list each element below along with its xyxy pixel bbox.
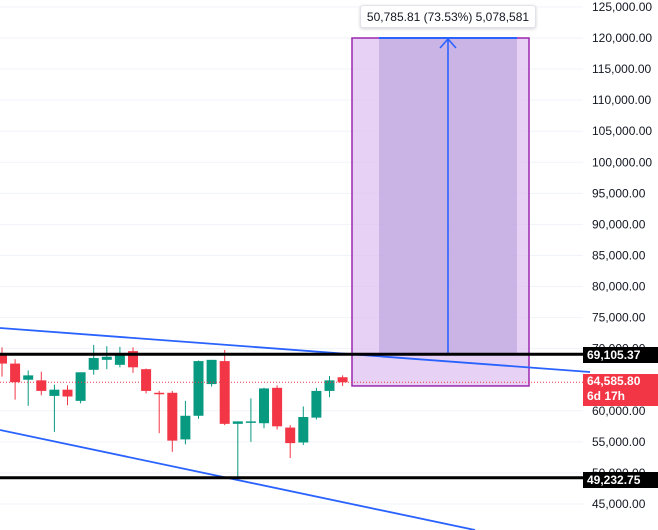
y-tick-label: 95,000.00 [592,186,646,200]
candle-body [232,421,243,424]
candle-body [62,389,73,397]
candle-body [259,388,269,424]
candle-body [311,390,322,418]
candle-body [128,351,138,368]
y-tick-label: 45,000.00 [592,497,646,511]
current-price-value: 64,585.80 [587,374,641,388]
y-tick-label: 80,000.00 [592,280,646,294]
candle-body [324,380,335,391]
y-tick-label: 120,000.00 [592,31,652,45]
projection-box[interactable] [351,37,530,387]
y-tick-label: 105,000.00 [592,124,652,138]
candle-body [219,361,230,424]
y-tick-label: 60,000.00 [592,404,646,418]
y-tick-label: 90,000.00 [592,217,646,231]
y-tick-label: 115,000.00 [592,62,651,76]
channel-lines[interactable] [0,327,591,530]
current-price-label: 64,585.80 6d 17h [583,374,658,406]
candle-body [285,427,296,444]
candle-body [141,369,152,391]
candle-body [206,359,217,385]
candle-body [167,392,178,441]
candle-body [114,353,125,365]
resistance-price-label: 69,105.37 [583,347,658,363]
candle-body [180,415,191,440]
y-tick-label: 55,000.00 [592,435,646,449]
lower-channel-line [0,429,476,530]
upper-channel-line [0,327,591,373]
candle-body [88,357,99,370]
candle-body [49,389,60,396]
candle-body [101,356,112,360]
horizontal-levels[interactable] [0,352,583,480]
candle-body [36,380,47,391]
candles [0,344,348,478]
candle-body [337,377,348,383]
candle-body [23,375,34,380]
candle-body [154,392,165,395]
y-tick-label: 85,000.00 [592,248,646,262]
support-price-label: 49,232.75 [583,472,658,488]
candle-body [75,372,86,401]
y-tick-label: 75,000.00 [592,311,646,325]
y-tick-label: 100,000.00 [592,155,652,169]
countdown-value: 6d 17h [587,389,626,403]
y-tick-label: 125,000.00 [592,0,652,14]
projection-tooltip: 50,785.81 (73.53%) 5,078,581 [360,5,536,28]
y-axis-ticks: 125,000.00 120,000.00 115,000.00 110,000.00… [592,0,652,511]
candle-body [10,363,21,383]
candle-body [193,361,204,416]
candle-body [0,354,7,364]
projection-arrow-head [439,37,457,49]
y-tick-label: 110,000.00 [592,93,651,107]
candle-body [298,417,309,443]
candle-body [245,421,256,423]
candle-body [272,387,283,427]
